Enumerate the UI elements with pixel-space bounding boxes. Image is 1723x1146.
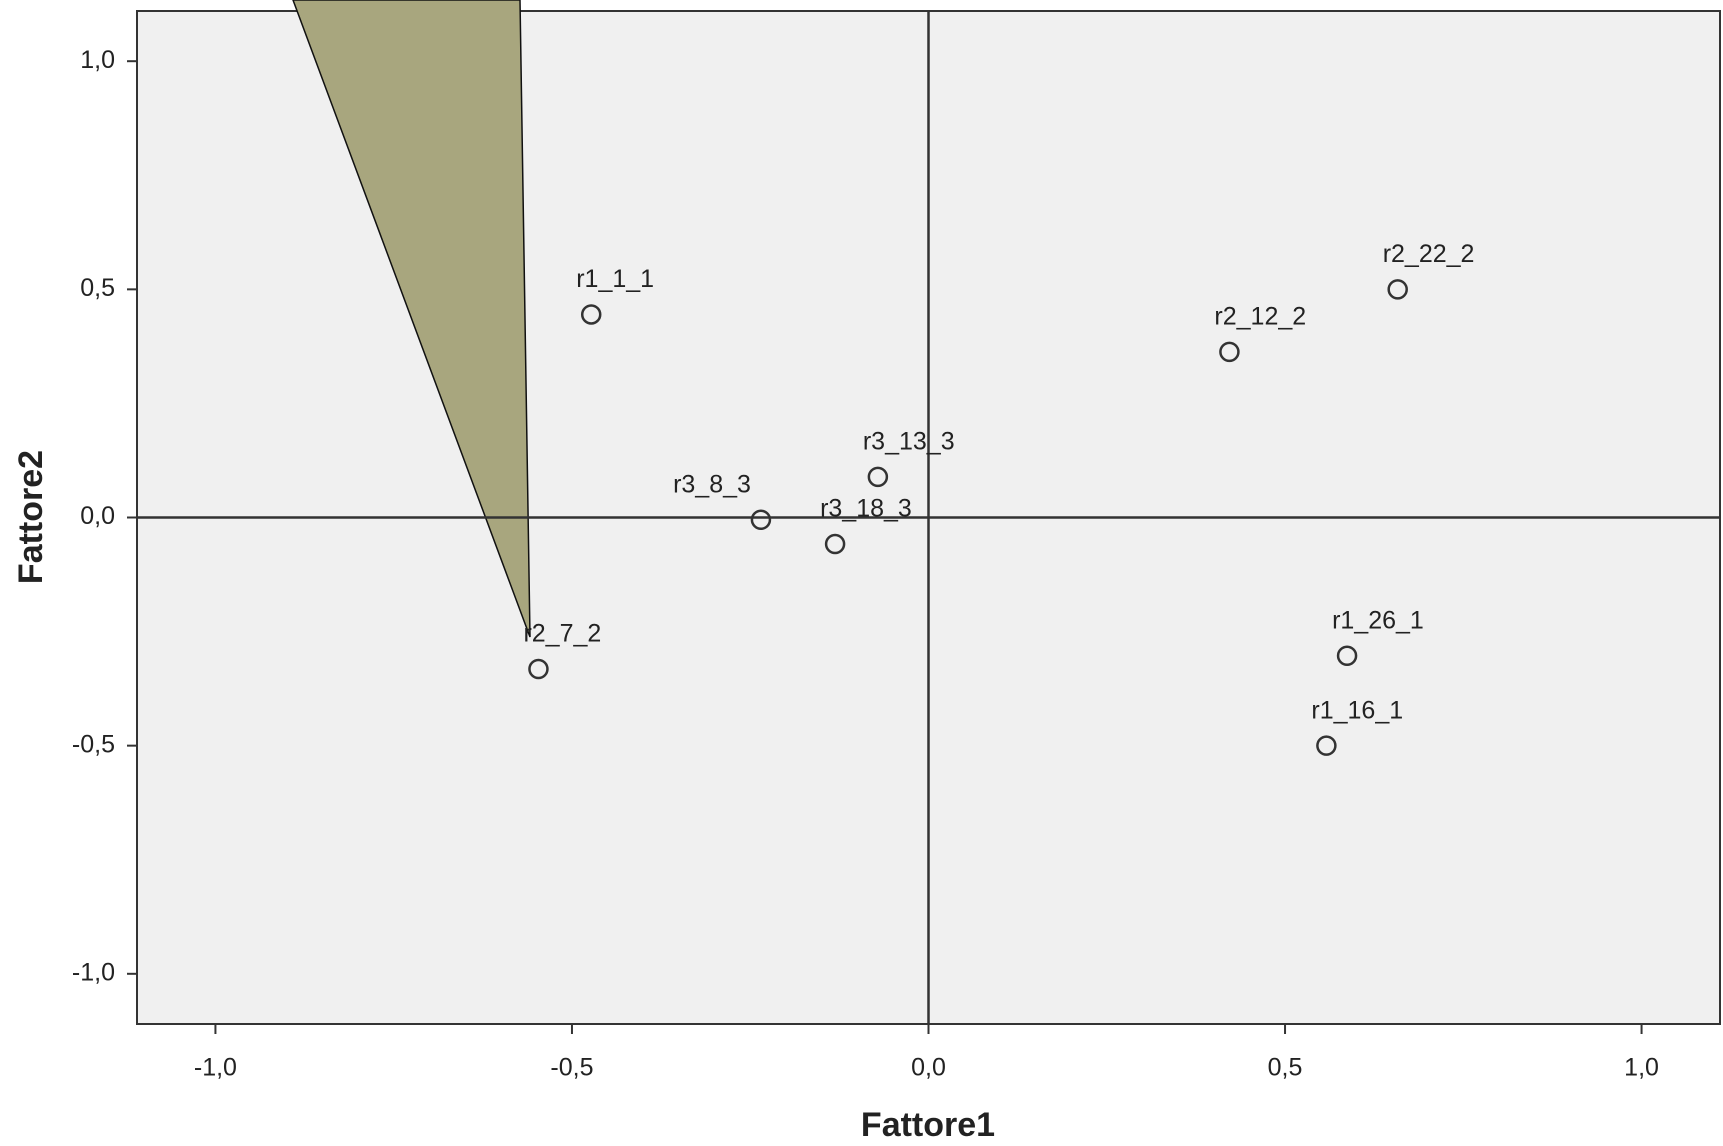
y-tick-label: -1,0 — [72, 958, 115, 986]
point-label: r2_7_2 — [523, 620, 601, 648]
y-tick-label: 0,5 — [80, 274, 115, 302]
point-label: r2_12_2 — [1214, 302, 1306, 330]
point-label: r3_13_3 — [863, 427, 955, 455]
y-tick-label: 1,0 — [80, 46, 115, 74]
x-tick-label: -0,5 — [550, 1054, 593, 1082]
y-tick-label: -0,5 — [72, 730, 115, 758]
x-tick-label: 0,0 — [911, 1054, 946, 1082]
x-tick-label: 1,0 — [1624, 1054, 1659, 1082]
chart: Fattore1 Fattore2 -1,0 -0,5 0,0 0,5 1,0 -1,0 -… — [0, 0, 1723, 1146]
point-label: r3_18_3 — [820, 495, 912, 523]
point-label: r3_8_3 — [673, 470, 751, 498]
point-label: r1_1_1 — [576, 265, 654, 293]
point-label: r2_22_2 — [1383, 240, 1475, 268]
x-tick-label: 0,5 — [1268, 1054, 1303, 1082]
point-label: r1_16_1 — [1311, 696, 1403, 724]
x-tick-label: -1,0 — [194, 1054, 237, 1082]
point-label: r1_26_1 — [1332, 606, 1424, 634]
y-tick-label: 0,0 — [80, 502, 115, 530]
y-axis-title: Fattore2 — [12, 450, 50, 584]
x-axis-title: Fattore1 — [861, 1106, 995, 1144]
